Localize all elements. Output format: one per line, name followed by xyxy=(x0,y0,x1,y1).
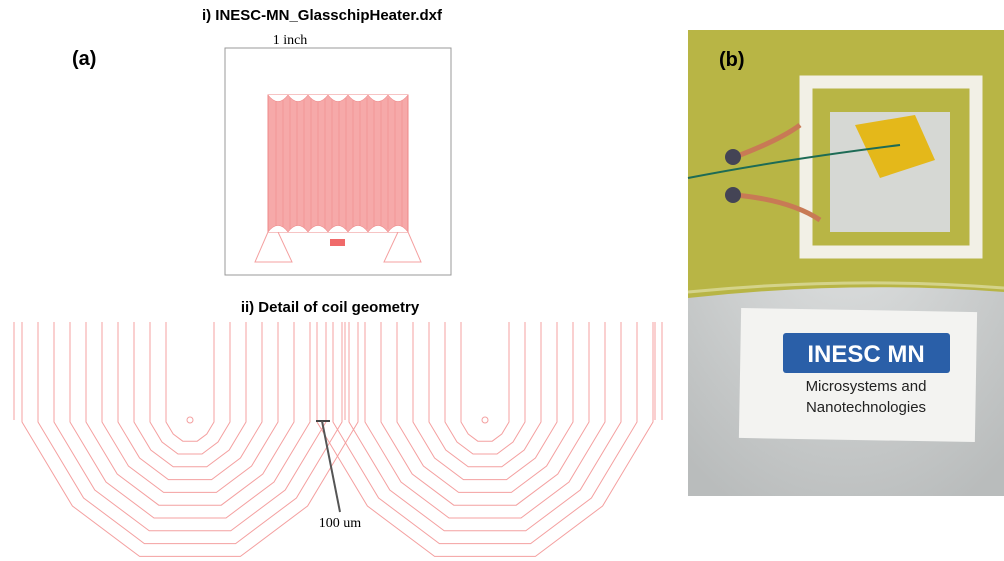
coil-trace xyxy=(413,322,557,480)
scale-label: 100 um xyxy=(319,516,362,531)
scale-pointer xyxy=(322,421,340,512)
heater-layout xyxy=(255,95,421,262)
coil-trace xyxy=(118,322,262,480)
coil-trace xyxy=(134,322,246,467)
coil-center xyxy=(187,417,193,423)
coil-trace xyxy=(86,322,294,505)
coil-center xyxy=(482,417,488,423)
coil-trace xyxy=(333,322,637,544)
photo xyxy=(688,30,1004,496)
contact-pads xyxy=(255,232,421,262)
dimension-label: 1 inch xyxy=(273,33,308,48)
sensor xyxy=(330,239,345,246)
coil-trace xyxy=(429,322,541,467)
coil-trace xyxy=(70,322,310,518)
panel-label: (b) xyxy=(719,49,745,71)
sign-line: Microsystems and xyxy=(806,378,927,395)
figure: (a) i) INESC-MN_GlasschipHeater.dxf 1 in… xyxy=(0,0,1004,561)
heater-area xyxy=(268,95,408,232)
sign-logo: INESC MN xyxy=(807,341,924,368)
coil-trace xyxy=(54,322,326,531)
drawing-title: i) INESC-MN_GlasschipHeater.dxf xyxy=(202,7,443,24)
coil-trace xyxy=(22,322,358,556)
coil-trace xyxy=(150,322,230,454)
sign-line: Nanotechnologies xyxy=(806,399,926,416)
coil-trace xyxy=(445,322,525,454)
panel-label: (a) xyxy=(72,48,96,70)
coil-trace xyxy=(365,322,605,518)
drawing-title: ii) Detail of coil geometry xyxy=(241,299,420,316)
coil-trace xyxy=(381,322,589,505)
coil-trace xyxy=(349,322,621,531)
coil-trace xyxy=(38,322,342,544)
coil-trace xyxy=(317,322,653,556)
